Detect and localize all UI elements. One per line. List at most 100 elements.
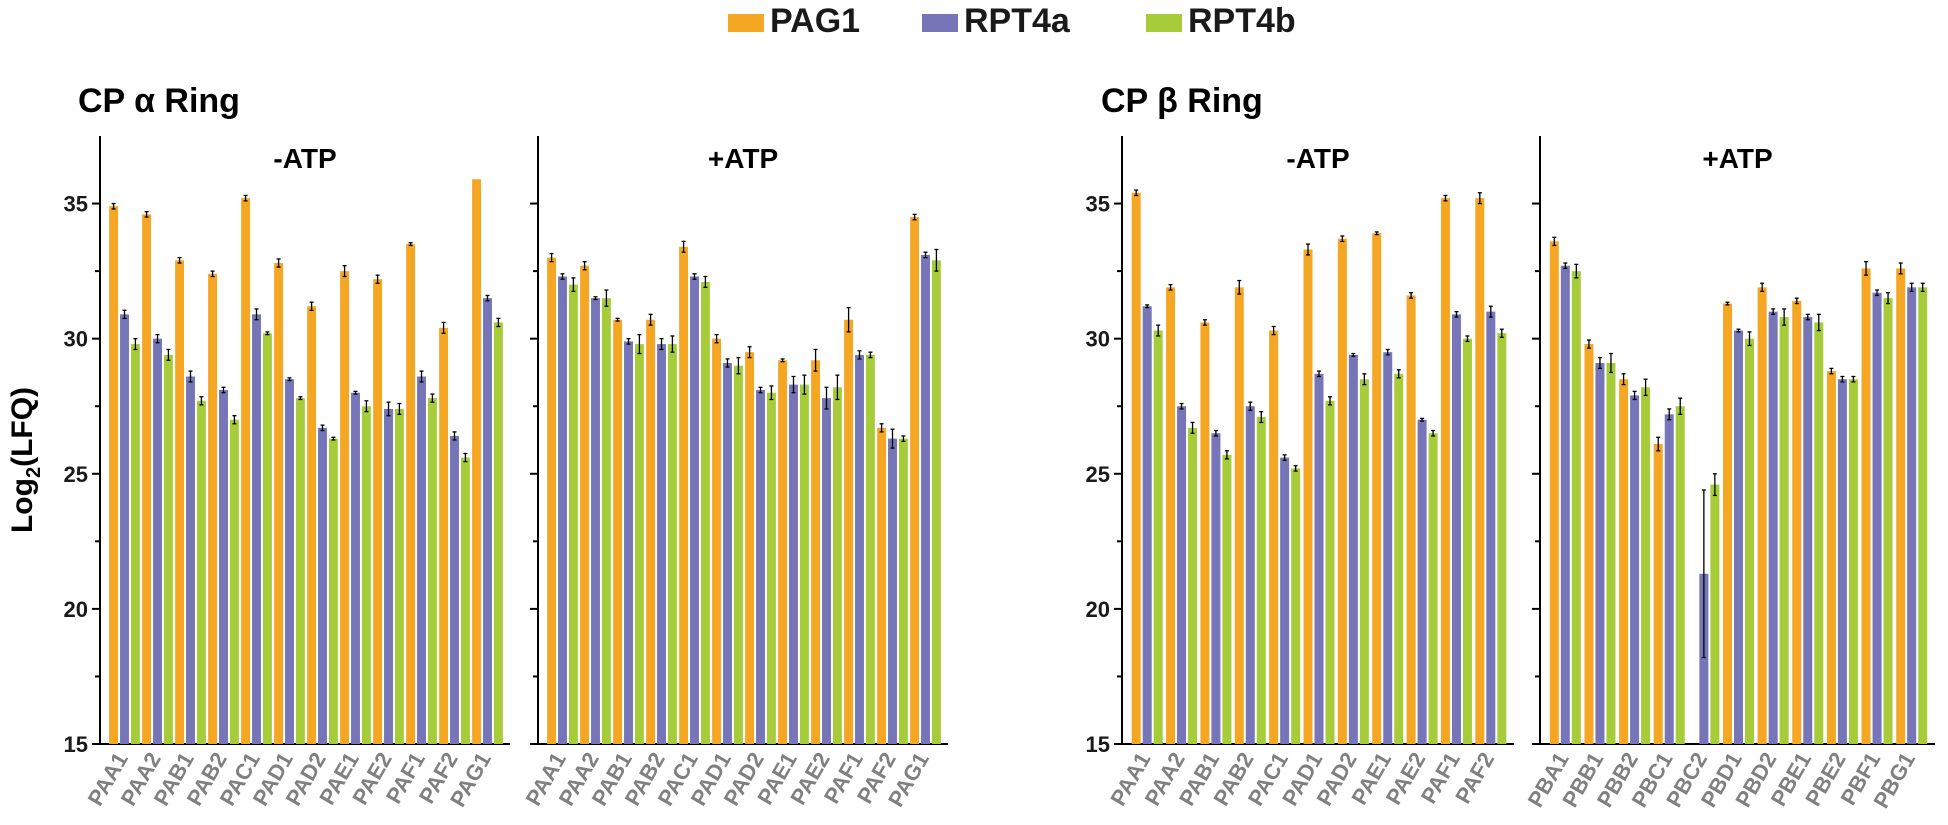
plot-area: 1520253035-ATPPAA1PAA2PAB1PAB2PAC1PAD1PA… (64, 136, 1935, 812)
panel-4-bar-rpt4b-pbe1 (1814, 322, 1824, 744)
panel-1-bar-rpt4b-pad1 (295, 398, 305, 744)
panel-1-y-tick-label: 25 (64, 462, 88, 487)
panel-4-title: +ATP (1702, 143, 1772, 174)
panel-1-y-tick-label: 30 (64, 327, 88, 352)
panel-4-bar-rpt4b-pbc2 (1710, 484, 1720, 744)
panel-2-bar-rpt4a-pad2 (756, 390, 765, 744)
panel-1-bar-rpt4b-paa1 (130, 344, 140, 744)
panel-1-bar-pag1-pae2 (373, 279, 383, 744)
panel-1-bar-pag1-pad1 (274, 263, 284, 744)
panel-3-bar-rpt4b-pad2 (1359, 379, 1369, 744)
panel-3-bar-rpt4a-pae2 (1417, 419, 1427, 744)
y-axis-label-main: Log (6, 478, 39, 533)
panel-1-bar-rpt4b-paa2 (163, 354, 173, 744)
panel-3-bar-pag1-pab2 (1234, 287, 1244, 744)
panel-4-bar-rpt4a-pbe2 (1837, 379, 1847, 744)
panel-3-bar-rpt4a-paa1 (1142, 306, 1152, 744)
panel-1-bar-rpt4b-pag1 (493, 322, 503, 744)
panel-2-bar-rpt4b-pae1 (799, 384, 809, 744)
panel-4-bar-rpt4a-pbe1 (1803, 317, 1813, 744)
panel-4-bar-pag1-pbb2 (1619, 379, 1629, 744)
panel-4-bar-rpt4a-pbb2 (1630, 395, 1640, 744)
panel-1-bar-rpt4a-paa1 (120, 314, 129, 744)
panel-2-bar-rpt4b-pab2 (667, 344, 677, 744)
y-axis-label: Log2(LFQ) (6, 387, 45, 533)
panel-3-bar-rpt4b-pab2 (1256, 417, 1266, 744)
panel-1-bar-pag1-paa1 (109, 206, 119, 744)
panel-4-bar-pag1-pbd2 (1757, 287, 1767, 744)
panel-3-bar-rpt4b-pae1 (1394, 373, 1404, 744)
panel-1-bar-rpt4a-pab2 (219, 390, 228, 744)
panel-1-bar-rpt4a-paf2 (450, 435, 459, 744)
panel-2-bar-pag1-pad2 (745, 352, 755, 744)
panel-3-bar-pag1-paa2 (1166, 287, 1176, 744)
panel-2-bar-pag1-pag1 (910, 217, 920, 745)
panel-1-bar-pag1-paa2 (142, 214, 152, 744)
panel-3-bar-rpt4a-pac1 (1280, 457, 1290, 744)
panel-1-bar-pag1-paf1 (406, 244, 416, 745)
panel-3-bar-rpt4b-pac1 (1291, 468, 1301, 744)
panel-4-bar-pag1-pbf1 (1861, 268, 1871, 744)
panel-1-bar-rpt4a-pab1 (186, 376, 195, 744)
panel-1-y-tick-label: 20 (64, 597, 88, 622)
panel-2-bar-rpt4b-paa1 (568, 284, 578, 744)
panel-4-bar-rpt4a-pba1 (1560, 265, 1570, 744)
panel-2-bar-rpt4b-pae2 (832, 387, 842, 744)
panel-3-bar-rpt4b-pae2 (1428, 433, 1438, 744)
panel-2-bar-pag1-paa1 (547, 257, 557, 744)
panel-2-bar-rpt4a-pac1 (690, 276, 699, 744)
panel-3-y-tick-label: 15 (1086, 732, 1110, 757)
panel-3-bar-rpt4a-pad2 (1348, 354, 1358, 744)
panel-3-y-tick-label: 35 (1086, 192, 1110, 217)
legend-label-rpt4b: RPT4b (1188, 2, 1296, 40)
panel-4-bar-rpt4b-pba1 (1571, 271, 1581, 744)
panel-2-bar-rpt4b-pad1 (733, 365, 743, 744)
panel-4-bar-rpt4a-pbb1 (1595, 362, 1605, 744)
panel-4-bar-rpt4a-pbc2 (1699, 573, 1709, 744)
panel-1-bar-pag1-pae1 (340, 271, 350, 744)
panel-3-bar-pag1-pac1 (1269, 330, 1279, 744)
panel-1-bar-rpt4a-pae1 (351, 392, 360, 744)
panel-2-bar-rpt4a-pae1 (789, 384, 798, 744)
panel-4-bar-rpt4b-pbe2 (1848, 379, 1858, 744)
panel-2-bar-pag1-pab2 (646, 319, 656, 744)
panel-2-bar-rpt4a-pab1 (624, 341, 633, 744)
panel-3-y-tick-label: 30 (1086, 327, 1110, 352)
panel-4-bar-rpt4a-pbf1 (1872, 292, 1882, 744)
panel-3-bar-pag1-pab1 (1200, 322, 1210, 744)
panel-3-bar-rpt4a-paf1 (1451, 314, 1461, 744)
panel-4-bar-pag1-pbe1 (1792, 300, 1802, 744)
panel-3-bar-rpt4a-pae1 (1383, 352, 1393, 744)
panel-4-bar-pag1-pbd1 (1723, 303, 1732, 744)
panel-4-bar-rpt4b-pbc1 (1675, 406, 1685, 744)
panel-1-bar-pag1-paf2 (439, 327, 449, 744)
legend-label-pag1: PAG1 (770, 2, 860, 40)
panel-4-bar-rpt4b-pbd2 (1779, 317, 1789, 744)
panel-1-bar-rpt4b-pae1 (361, 406, 371, 744)
y-axis-label-subscript: 2 (23, 467, 45, 478)
panel-2-bar-rpt4a-paf2 (888, 438, 897, 744)
panel-1-bar-pag1-pad2 (307, 306, 317, 744)
panel-1-bar-rpt4a-pad2 (318, 427, 327, 744)
panel-3-bar-pag1-pad2 (1337, 238, 1347, 744)
panel-3-bar-rpt4b-paf2 (1497, 333, 1507, 744)
panel-2-bar-rpt4b-paa2 (601, 298, 611, 744)
panel-2-bar-rpt4a-pag1 (921, 254, 930, 745)
panel-1-bar-rpt4a-paa2 (153, 338, 162, 744)
panel-2-bar-rpt4a-paa2 (591, 298, 600, 744)
panel-1-bar-pag1-pac1 (241, 198, 251, 744)
panel-2-bar-pag1-paa2 (580, 265, 590, 744)
panel-3-bar-rpt4b-pab1 (1222, 454, 1232, 744)
panel-4-bar-pag1-pbe2 (1826, 371, 1836, 744)
panel-2-bar-rpt4b-paf2 (898, 438, 908, 744)
y-axis-label-tail: (LFQ) (6, 387, 39, 467)
panel-4-bar-rpt4a-pbd2 (1768, 311, 1778, 744)
panel-3-bar-rpt4a-paf2 (1486, 311, 1496, 744)
panel-2-bar-rpt4a-pab2 (657, 344, 666, 744)
panel-2-bar-rpt4b-pag1 (931, 260, 941, 744)
panel-2-bar-rpt4b-pad2 (766, 392, 776, 744)
panel-2-bar-rpt4b-pac1 (700, 281, 710, 744)
panel-1-bar-pag1-pab1 (175, 260, 185, 744)
panel-3-bar-rpt4b-paa1 (1153, 330, 1163, 744)
panel-2-bar-rpt4b-pab1 (634, 344, 644, 744)
